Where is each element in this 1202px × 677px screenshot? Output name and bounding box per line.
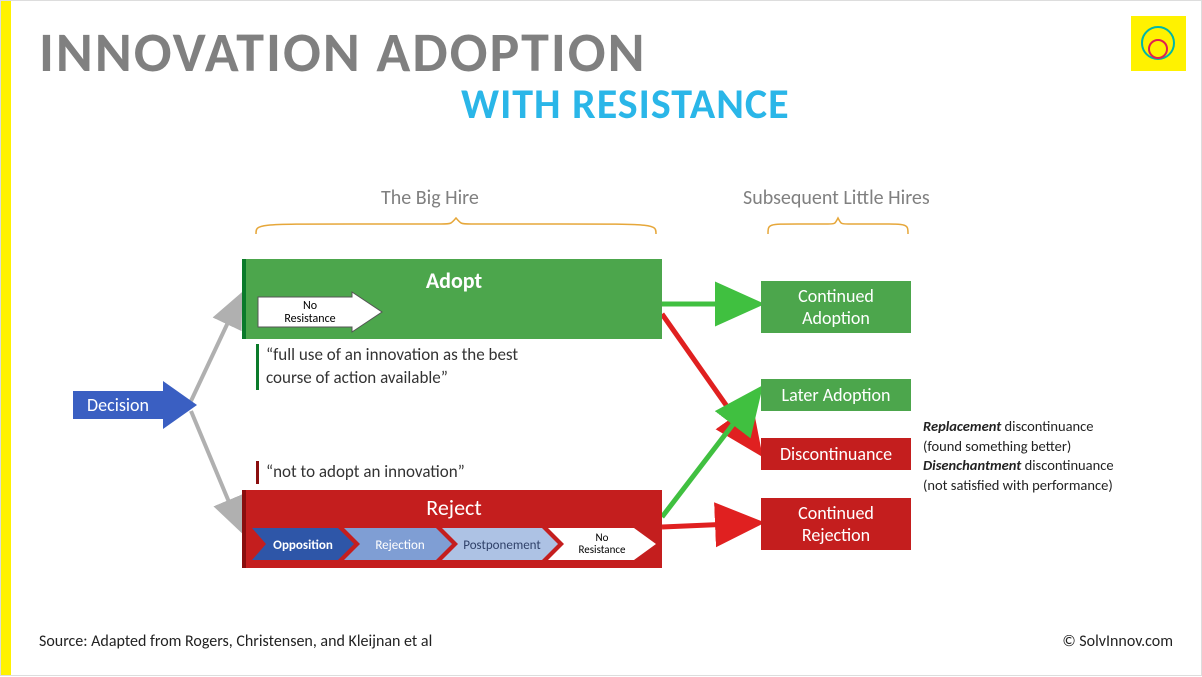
decision-label: Decision xyxy=(87,394,149,416)
reject-quote: “not to adopt an innovation” xyxy=(256,461,526,484)
connector-lines xyxy=(1,1,1202,677)
svg-text:Resistance: Resistance xyxy=(579,543,627,556)
outcome-later-adoption: Later Adoption xyxy=(761,379,911,411)
resistance-stages-chevrons: Opposition Rejection Postponement No Res… xyxy=(252,524,660,564)
decision-arrow: Decision xyxy=(71,379,201,436)
svg-text:Resistance: Resistance xyxy=(284,312,335,326)
outcome-discontinuance: Discontinuance xyxy=(761,438,911,470)
svg-text:Rejection: Rejection xyxy=(375,538,424,553)
outcome-continued-rejection: Continued Rejection xyxy=(761,498,911,550)
adopt-box: Adopt No Resistance xyxy=(242,259,662,339)
svg-text:Opposition: Opposition xyxy=(273,538,333,553)
reject-label: Reject xyxy=(246,494,662,521)
svg-text:No: No xyxy=(303,299,317,313)
adopt-quote: “full use of an innovation as the best c… xyxy=(256,344,526,390)
reject-box: Reject Opposition Rejection Postponement… xyxy=(242,490,662,568)
discontinuance-annotation: Replacement discontinuance (found someth… xyxy=(923,417,1173,495)
adopt-label: Adopt xyxy=(246,267,662,294)
svg-text:Postponement: Postponement xyxy=(463,538,541,553)
outcome-continued-adoption: Continued Adoption xyxy=(761,281,911,333)
footer-source: Source: Adapted from Rogers, Christensen… xyxy=(39,632,432,651)
no-resistance-arrow: No Resistance xyxy=(256,291,386,333)
footer-copyright: © SolvInnov.com xyxy=(1062,632,1173,651)
